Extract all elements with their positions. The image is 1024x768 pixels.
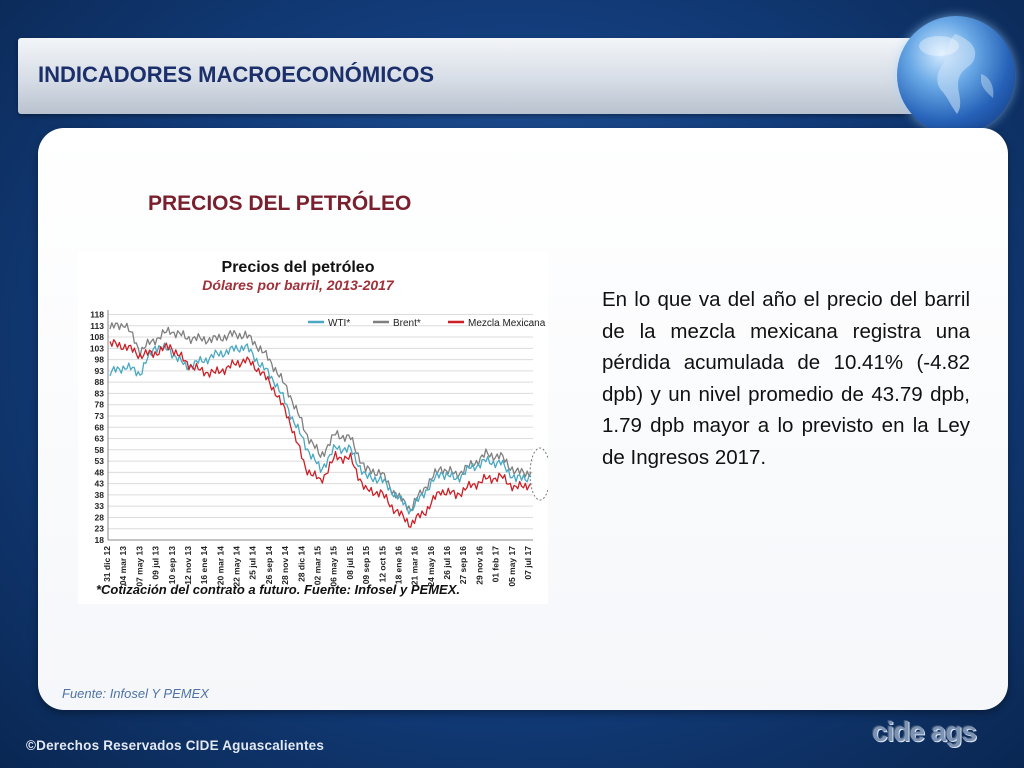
x-tick-label: 07 jul 17 (523, 546, 533, 580)
y-tick-label: 103 (90, 343, 104, 353)
y-tick-label: 18 (95, 535, 105, 545)
x-tick-label: 09 sep 15 (361, 546, 371, 585)
highlight-ellipse (529, 447, 551, 501)
x-tick-label: 29 nov 16 (474, 546, 484, 585)
section-title: PRECIOS DEL PETRÓLEO (148, 192, 412, 215)
x-tick-label: 16 ene 14 (199, 546, 209, 585)
y-tick-label: 33 (95, 501, 105, 511)
x-tick-label: 12 nov 13 (183, 546, 193, 585)
y-tick-label: 83 (95, 388, 105, 398)
x-tick-label: 28 dic 14 (296, 546, 306, 582)
legend-label-mezcla-mexicana: Mezcla Mexicana (468, 318, 546, 329)
x-axis: 31 dic 12 04 mar 13 07 may 13 09 jul 13 10 s… (102, 546, 533, 587)
y-tick-label: 113 (90, 321, 104, 331)
x-tick-label: 28 nov 14 (280, 546, 290, 585)
y-tick-label: 118 (90, 310, 104, 320)
x-tick-label: 08 jul 15 (345, 546, 355, 580)
x-tick-label: 27 sep 16 (458, 546, 468, 585)
chart-footnote: *Cotización del contrato a futuro. Fuent… (96, 582, 460, 597)
cide-logo: cide ags (872, 716, 977, 747)
header-band: INDICADORES MACROECONÓMICOS (18, 38, 948, 114)
x-tick-label: 02 mar 15 (313, 546, 323, 585)
y-tick-label: 23 (95, 524, 105, 534)
y-tick-label: 73 (95, 411, 105, 421)
y-tick-label: 58 (95, 445, 105, 455)
y-tick-label: 43 (95, 479, 105, 489)
x-tick-label: 06 may 15 (329, 546, 339, 587)
footer-copyright: ©Derechos Reservados CIDE Aguascalientes (26, 738, 325, 753)
y-tick-label: 78 (95, 400, 105, 410)
y-tick-label: 98 (95, 355, 105, 365)
x-tick-label: 01 feb 17 (491, 546, 501, 583)
x-tick-label: 26 sep 14 (264, 546, 274, 585)
globe-icon (897, 16, 1015, 134)
content-panel: PRECIOS DEL PETRÓLEO Precios del petróle… (38, 128, 1008, 710)
y-tick-label: 63 (95, 434, 105, 444)
chart-subtitle: Dólares por barril, 2013-2017 (202, 277, 395, 293)
y-tick-label: 68 (95, 422, 105, 432)
source-note: Fuente: Infosel Y PEMEX (62, 686, 209, 701)
legend-label-brent: Brent* (393, 318, 421, 329)
series-line-brent (109, 322, 532, 512)
x-tick-label: 24 may 16 (426, 546, 436, 587)
y-tick-label: 88 (95, 377, 105, 387)
chart-series (109, 322, 532, 528)
x-tick-label: 21 mar 16 (410, 546, 420, 585)
chart-title: Precios del petróleo (222, 259, 375, 276)
page-title: INDICADORES MACROECONÓMICOS (38, 62, 435, 87)
y-tick-label: 108 (90, 332, 104, 342)
x-tick-label: 07 may 13 (134, 546, 144, 587)
chart-legend: WTI* Brent* Mezcla Mexicana (308, 318, 546, 329)
x-tick-label: 09 jul 13 (151, 546, 161, 580)
legend-label-wti: WTI* (328, 318, 350, 329)
x-tick-label: 05 may 17 (507, 546, 517, 587)
chart-grid (107, 310, 533, 541)
x-tick-label: 10 sep 13 (167, 546, 177, 585)
x-tick-label: 12 oct 15 (377, 546, 387, 583)
x-tick-label: 22 may 14 (232, 546, 242, 587)
x-tick-label: 31 dic 12 (102, 546, 112, 582)
series-line-wti (109, 342, 532, 515)
y-tick-label: 48 (95, 467, 105, 477)
y-tick-label: 28 (95, 512, 105, 522)
x-tick-label: 04 mar 13 (118, 546, 128, 585)
description-text: En lo que va del año el precio del barri… (602, 288, 970, 469)
y-tick-label: 93 (95, 366, 105, 376)
chart-canvas: Precios del petróleo Dólares por barril,… (90, 259, 551, 597)
oil-price-chart: Precios del petróleo Dólares por barril,… (78, 252, 551, 604)
y-tick-label: 53 (95, 456, 105, 466)
x-tick-label: 18 ene 16 (393, 546, 403, 585)
x-tick-label: 26 jul 16 (442, 546, 452, 580)
x-tick-label: 20 mar 14 (215, 546, 225, 585)
series-line-mezcla-mexicana (109, 339, 532, 528)
y-tick-label: 38 (95, 490, 105, 500)
x-tick-label: 25 jul 14 (248, 546, 258, 580)
